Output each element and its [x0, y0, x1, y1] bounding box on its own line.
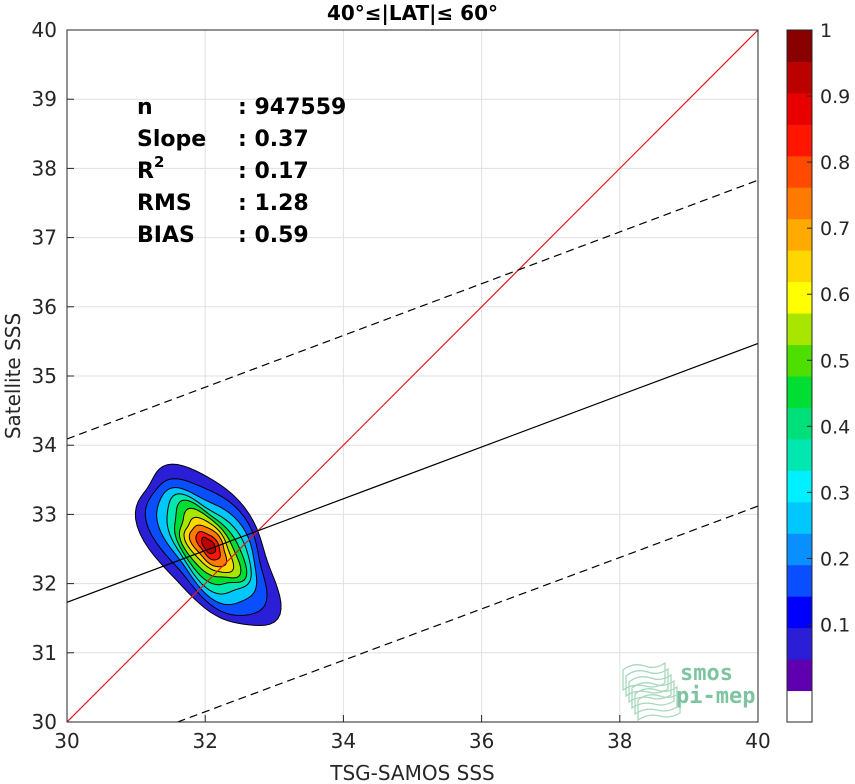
y-tick-label: 31 — [32, 641, 57, 665]
y-tick-label: 39 — [32, 87, 57, 111]
x-tick-label: 32 — [192, 729, 217, 753]
colorbar-tick-label: 0.3 — [820, 482, 850, 504]
stat-value: : 1.28 — [238, 191, 309, 216]
y-tick-label: 36 — [32, 295, 57, 319]
stat-superscript: 2 — [154, 153, 164, 171]
stat-label: BIAS — [137, 223, 195, 248]
stat-label: n — [137, 95, 153, 120]
colorbar-swatch — [787, 376, 812, 408]
colorbar-swatch — [787, 690, 812, 723]
y-tick-label: 40 — [32, 18, 57, 42]
colorbar-swatch — [787, 470, 812, 503]
colorbar-tick-label: 0.8 — [820, 152, 850, 174]
y-tick-label: 33 — [32, 502, 57, 526]
stat-value: : 0.17 — [238, 159, 309, 184]
colorbar-swatch — [787, 501, 812, 534]
colorbar-tick-label: 0.2 — [820, 548, 850, 570]
colorbar-tick-label: 1 — [820, 20, 832, 42]
stat-label: Slope — [137, 127, 206, 152]
colorbar-tick-label: 0.9 — [820, 86, 850, 108]
colorbar-swatch — [787, 564, 812, 597]
colorbar-swatch — [787, 533, 812, 566]
colorbar-swatch — [787, 596, 812, 629]
line-fit+2rms — [67, 179, 758, 440]
y-axis-label: Satellite SSS — [1, 313, 25, 439]
colorbar-swatch — [787, 187, 812, 220]
colorbar-tick-label: 0.6 — [820, 284, 850, 306]
line-fit — [67, 342, 758, 603]
colorbar-swatch — [787, 627, 812, 660]
plot-area: 30 32 34 36 38 40 30 31 32 33 34 35 36 37 38 39 40 — [32, 18, 771, 753]
contour-level-0.95 — [201, 536, 217, 555]
y-tick-label: 30 — [32, 710, 57, 734]
x-tick-label: 40 — [745, 729, 770, 753]
colorbar-swatch — [787, 61, 812, 94]
colorbar-frame — [786, 29, 813, 723]
stat-label: RMS — [137, 191, 192, 216]
y-tick-label: 37 — [32, 226, 57, 250]
line-1:1 — [67, 30, 758, 722]
chart-title: 40°≤|LAT|≤ 60° — [327, 1, 498, 25]
stat-value: : 947559 — [238, 95, 346, 120]
y-tick-label: 35 — [32, 364, 57, 388]
colorbar-swatch — [787, 659, 812, 692]
colorbar: 0.1 0.2 0.3 0.4 0.5 0.6 0.7 0.8 0.9 1 — [786, 20, 850, 723]
colorbar-swatch — [787, 218, 812, 251]
stat-value: : 0.37 — [238, 127, 309, 152]
colorbar-swatch — [787, 250, 812, 283]
colorbar-swatch — [787, 407, 812, 440]
colorbar-tick-label: 0.7 — [820, 218, 850, 240]
plot-annotations: 40°≤|LAT|≤ 60° TSG-SAMOS SSS Satellite SSS… — [1, 1, 498, 784]
colorbar-swatch — [787, 92, 812, 125]
x-tick-label: 38 — [607, 729, 632, 753]
logo-text-pi-mep: pi-mep — [676, 684, 755, 709]
x-axis-label: TSG-SAMOS SSS — [329, 761, 495, 784]
colorbar-swatch — [787, 155, 812, 188]
colorbar-swatch — [787, 281, 812, 314]
stat-value: : 0.59 — [238, 223, 309, 248]
x-tick-label: 30 — [54, 729, 79, 753]
y-tick-label: 34 — [32, 433, 57, 457]
logo-graphic — [622, 661, 681, 722]
x-tick-label: 36 — [469, 729, 494, 753]
y-tick-label: 38 — [32, 156, 57, 180]
y-tick-label: 32 — [32, 572, 57, 596]
colorbar-swatch — [787, 313, 812, 346]
logo-text-smos: smos — [680, 661, 733, 686]
colorbar-swatch — [787, 30, 812, 62]
colorbar-swatch — [787, 124, 812, 157]
density-contours — [134, 463, 282, 627]
colorbar-tick-label: 0.4 — [820, 416, 850, 438]
colorbar-swatch — [787, 438, 812, 471]
colorbar-tick-label: 0.1 — [820, 614, 850, 636]
x-tick-label: 34 — [331, 729, 356, 753]
colorbar-tick-label: 0.5 — [820, 350, 850, 372]
